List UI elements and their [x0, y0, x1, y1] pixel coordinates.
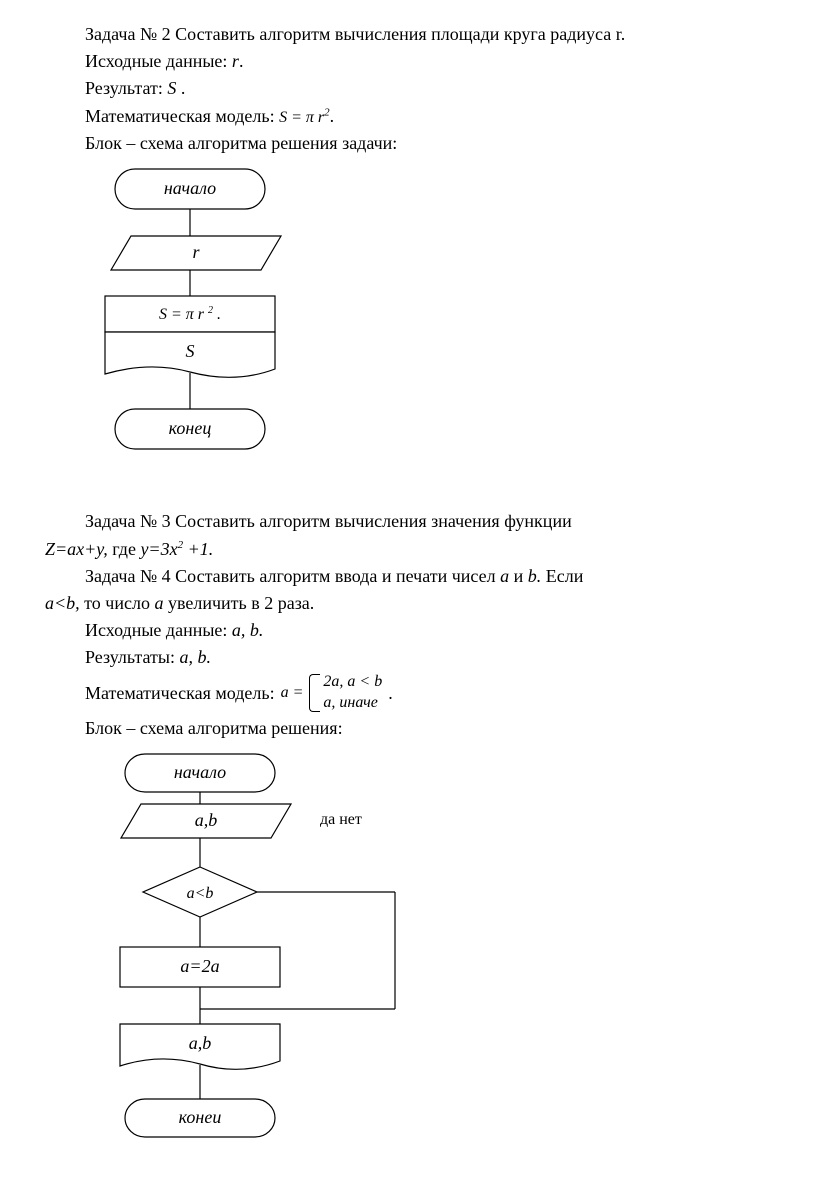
piecewise-brace: 2a, a < b a, иначе	[309, 672, 382, 714]
flowchart2-svg: начало a,b a<b a=2a a,b конеи	[95, 749, 455, 1149]
task2-input-label: Исходные данные:	[85, 51, 227, 71]
flowchart-svg: начало r S = π r 2 . S конец	[95, 164, 315, 494]
flow2-process: a=2a	[180, 956, 219, 976]
task2-flowchart: начало r S = π r 2 . S конец	[95, 164, 801, 501]
task3-mid: где	[108, 539, 141, 559]
flow2-start: начало	[174, 762, 226, 782]
flow2-end: конеи	[179, 1107, 222, 1127]
piece1: 2a, a < b	[323, 672, 382, 693]
task4-flowchart: да нет начало a,b a<b a=2a a,b конеи	[95, 749, 801, 1156]
flow-output: S	[186, 341, 195, 361]
task4-a-eq: a =	[281, 682, 304, 704]
task2-output-value: S	[167, 78, 181, 98]
task2-title: Задача № 2 Составить алгоритм вычисления…	[15, 22, 801, 47]
da-net-label: да нет	[320, 809, 362, 831]
flow-input: r	[192, 242, 200, 262]
task2-output: Результат: S .	[15, 76, 801, 101]
task2-flow-label: Блок – схема алгоритма решения задачи:	[15, 131, 801, 156]
task2-input-value: r	[232, 51, 239, 71]
task2-output-label: Результат:	[85, 78, 163, 98]
task2-input: Исходные данные: r.	[15, 49, 801, 74]
task3-z: Z=ax+y,	[45, 539, 108, 559]
task4-line2: a<b, то число a увеличить в 2 раза.	[15, 591, 801, 616]
flow2-decision: a<b	[187, 885, 214, 902]
task3-line2: Z=ax+y, где y=3x2 +1.	[15, 537, 801, 562]
task4-flow-label: Блок – схема алгоритма решения:	[15, 716, 801, 741]
flow2-output: a,b	[189, 1033, 212, 1053]
piece2: a, иначе	[323, 693, 382, 714]
task2-model: Математическая модель: S = π r2.	[15, 104, 801, 129]
flow-start: начало	[164, 178, 216, 198]
task4-input: Исходные данные: a, b.	[15, 618, 801, 643]
flow-end: конец	[169, 418, 212, 438]
task3-line1: Задача № 3 Составить алгоритм вычисления…	[15, 509, 801, 534]
task4-line1: Задача № 4 Составить алгоритм ввода и пе…	[15, 564, 801, 589]
task4-output: Результаты: a, b.	[15, 645, 801, 670]
flow2-input: a,b	[195, 810, 218, 830]
task4-model: Математическая модель: a = 2a, a < b a, …	[15, 672, 801, 714]
task2-model-expr: S = π r2	[279, 109, 330, 126]
task3-y: y=3x2 +1.	[140, 539, 213, 559]
task2-model-label: Математическая модель:	[85, 106, 275, 126]
